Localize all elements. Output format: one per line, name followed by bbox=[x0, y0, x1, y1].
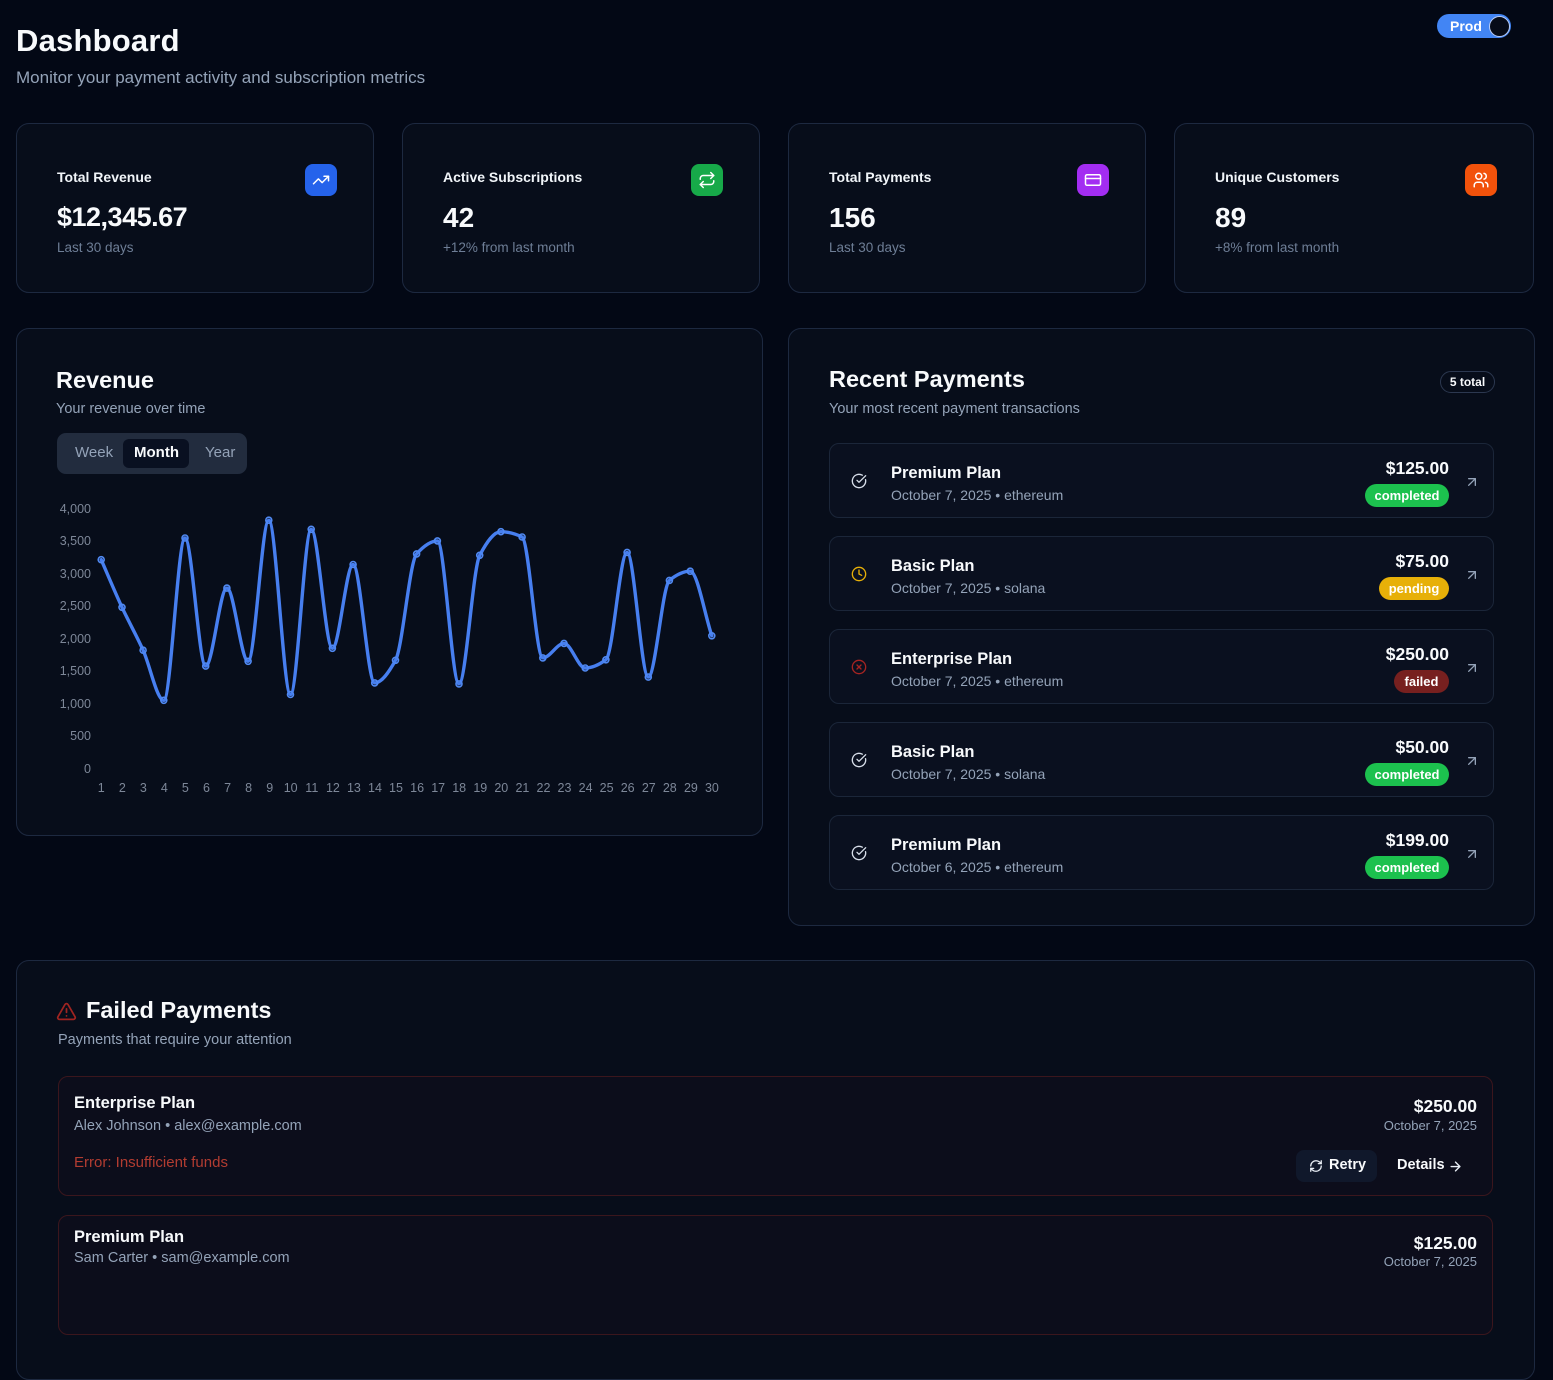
svg-text:4: 4 bbox=[161, 781, 168, 795]
svg-text:3: 3 bbox=[140, 781, 147, 795]
svg-text:30: 30 bbox=[705, 781, 719, 795]
svg-text:25: 25 bbox=[600, 781, 614, 795]
svg-text:0: 0 bbox=[84, 762, 91, 776]
svg-text:9: 9 bbox=[266, 781, 273, 795]
svg-text:29: 29 bbox=[684, 781, 698, 795]
svg-text:24: 24 bbox=[579, 781, 593, 795]
svg-text:22: 22 bbox=[537, 781, 551, 795]
svg-text:7: 7 bbox=[224, 781, 231, 795]
svg-text:12: 12 bbox=[326, 781, 340, 795]
svg-text:16: 16 bbox=[410, 781, 424, 795]
svg-text:1,000: 1,000 bbox=[60, 697, 91, 711]
svg-text:10: 10 bbox=[284, 781, 298, 795]
svg-text:13: 13 bbox=[347, 781, 361, 795]
svg-text:23: 23 bbox=[558, 781, 572, 795]
svg-text:1,500: 1,500 bbox=[60, 664, 91, 678]
svg-text:27: 27 bbox=[642, 781, 656, 795]
svg-text:11: 11 bbox=[305, 781, 318, 795]
svg-text:500: 500 bbox=[70, 729, 91, 743]
svg-text:8: 8 bbox=[245, 781, 252, 795]
svg-text:2,000: 2,000 bbox=[60, 632, 91, 646]
svg-text:2,500: 2,500 bbox=[60, 599, 91, 613]
svg-text:26: 26 bbox=[621, 781, 635, 795]
svg-text:14: 14 bbox=[368, 781, 382, 795]
svg-text:1: 1 bbox=[98, 781, 105, 795]
svg-text:20: 20 bbox=[494, 781, 508, 795]
svg-text:2: 2 bbox=[119, 781, 126, 795]
svg-text:5: 5 bbox=[182, 781, 189, 795]
svg-text:15: 15 bbox=[389, 781, 403, 795]
svg-text:19: 19 bbox=[473, 781, 487, 795]
svg-text:21: 21 bbox=[515, 781, 529, 795]
svg-text:18: 18 bbox=[452, 781, 466, 795]
svg-text:28: 28 bbox=[663, 781, 677, 795]
svg-text:3,500: 3,500 bbox=[60, 534, 91, 548]
svg-text:6: 6 bbox=[203, 781, 210, 795]
svg-text:3,000: 3,000 bbox=[60, 567, 91, 581]
svg-text:17: 17 bbox=[431, 781, 445, 795]
svg-text:4,000: 4,000 bbox=[60, 502, 91, 516]
